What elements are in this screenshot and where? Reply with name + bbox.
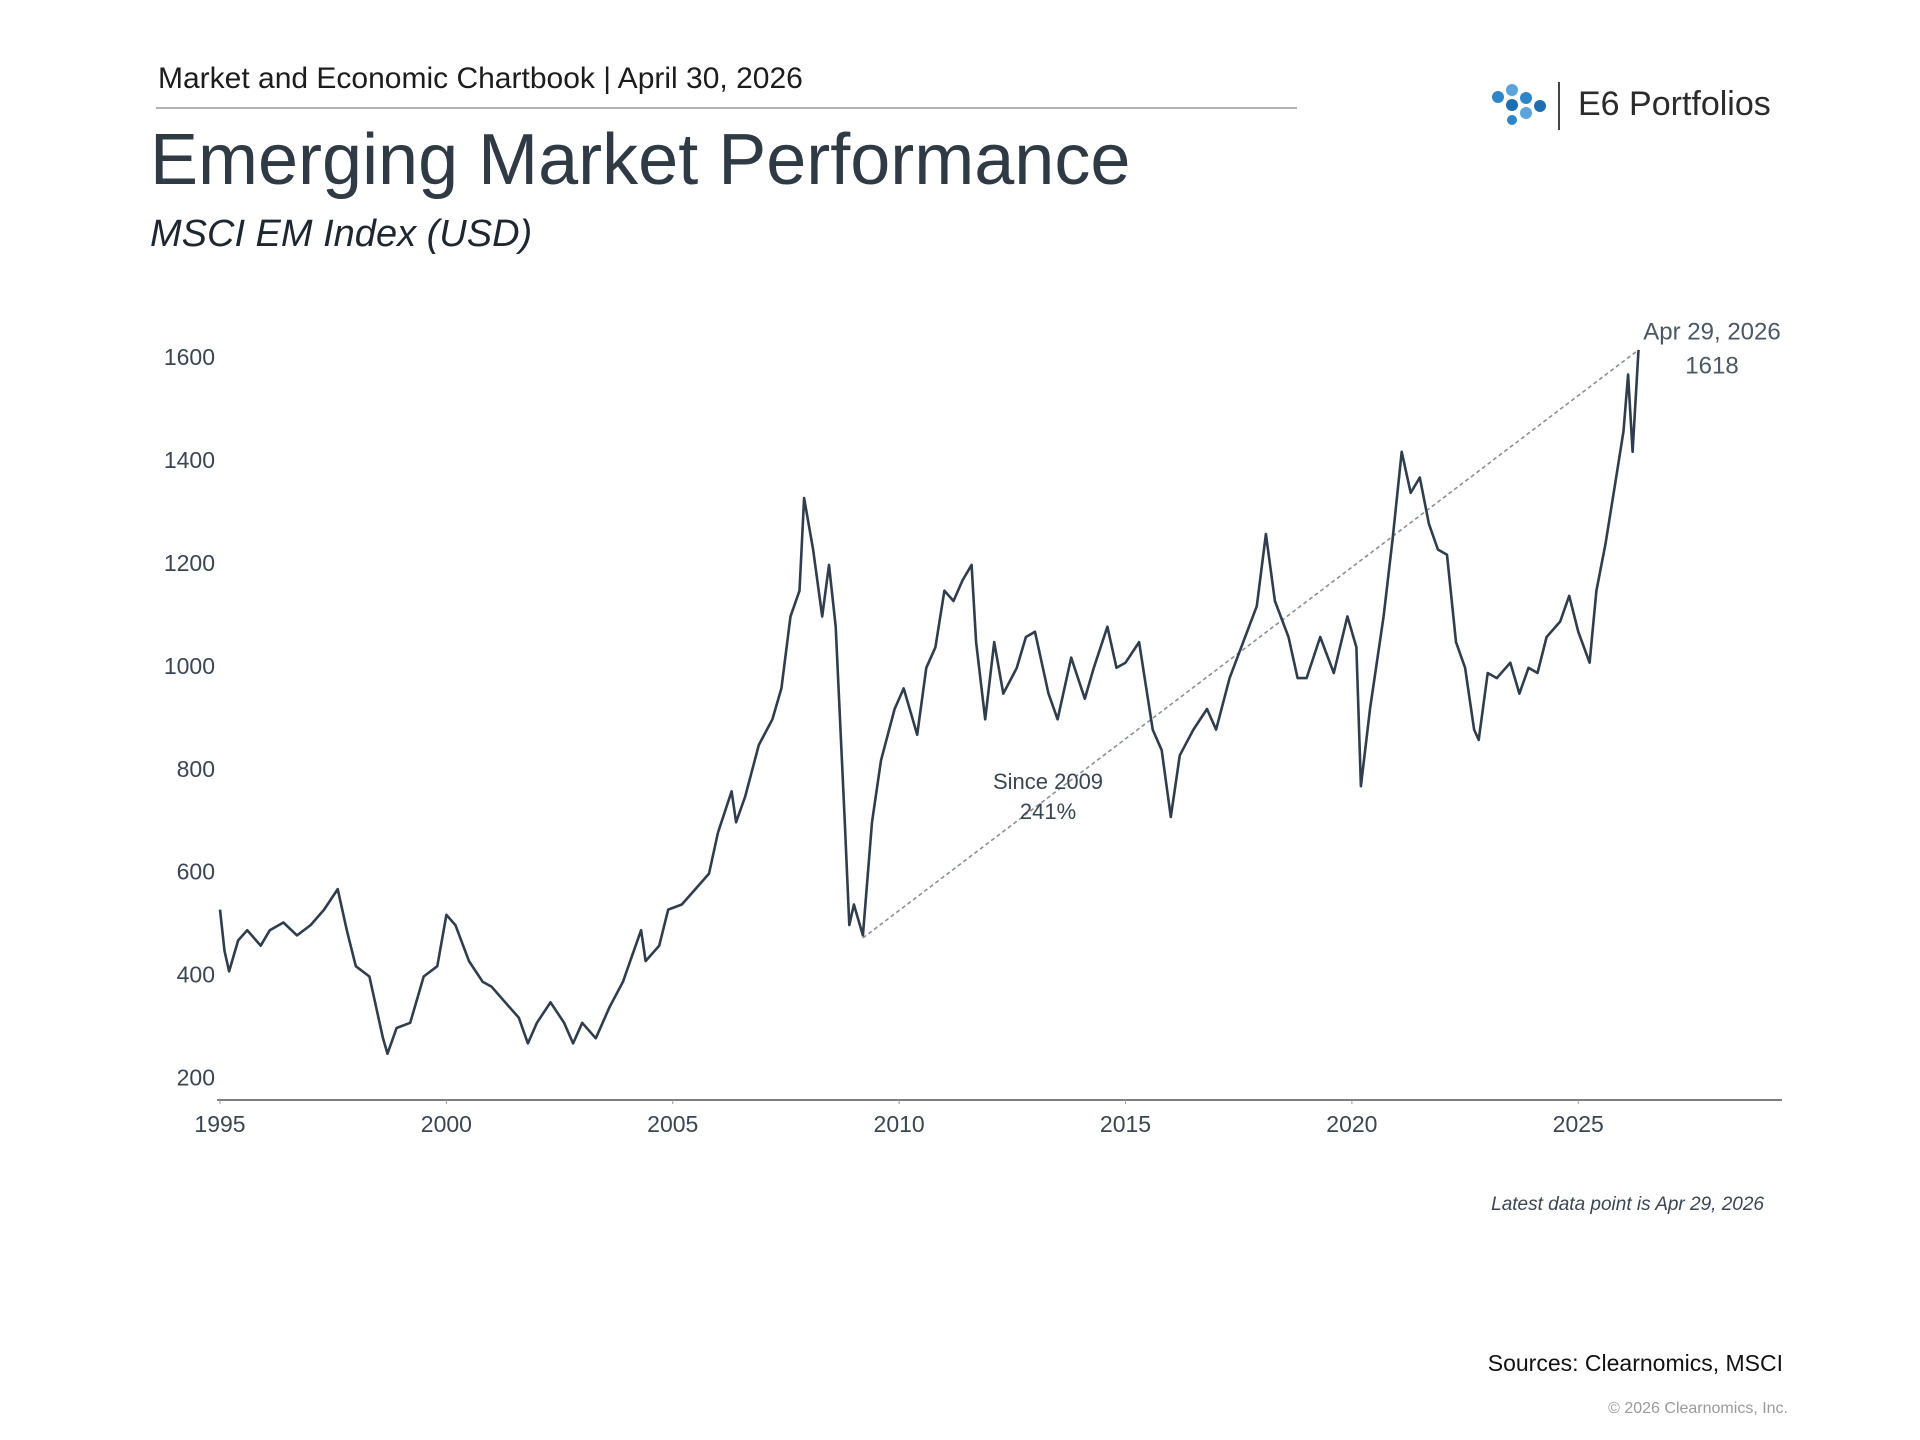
last-date-label: Apr 29, 2026 [1643, 318, 1780, 345]
x-tick-label: 2025 [1553, 1111, 1604, 1137]
x-tick-label: 2000 [421, 1111, 472, 1137]
brand-name: E6 Portfolios [1578, 85, 1771, 123]
copyright: © 2026 Clearnomics, Inc. [1608, 1400, 1788, 1417]
x-tick-label: 2020 [1326, 1111, 1377, 1137]
chart-title: Emerging Market Performance [150, 120, 1130, 200]
chart-subtitle: MSCI EM Index (USD) [150, 213, 532, 255]
trend-line [862, 349, 1639, 939]
y-tick-label: 200 [177, 1064, 215, 1090]
brand-logo [1492, 82, 1560, 130]
trend-change: 241% [1020, 799, 1076, 824]
source: Sources: Clearnomics, MSCI [1488, 1350, 1783, 1376]
x-tick-label: 2010 [874, 1111, 925, 1137]
y-tick-label: 1600 [164, 344, 215, 370]
x-tick-label: 1995 [194, 1111, 245, 1137]
y-tick-label: 800 [177, 756, 215, 782]
y-tick-label: 1400 [164, 447, 215, 473]
y-tick-label: 600 [177, 859, 215, 885]
trend-label: Since 2009 [993, 769, 1103, 794]
last-value-label: 1618 [1685, 352, 1738, 379]
x-tick-label: 2005 [647, 1111, 698, 1137]
chartbook-header: Market and Economic Chartbook | April 30… [158, 62, 803, 95]
x-tick-label: 2015 [1100, 1111, 1151, 1137]
data-note: Latest data point is Apr 29, 2026 [1491, 1194, 1764, 1215]
y-tick-label: 1000 [164, 653, 215, 679]
series-line [218, 349, 1640, 1055]
y-tick-label: 400 [177, 962, 215, 988]
y-tick-label: 1200 [164, 550, 215, 576]
